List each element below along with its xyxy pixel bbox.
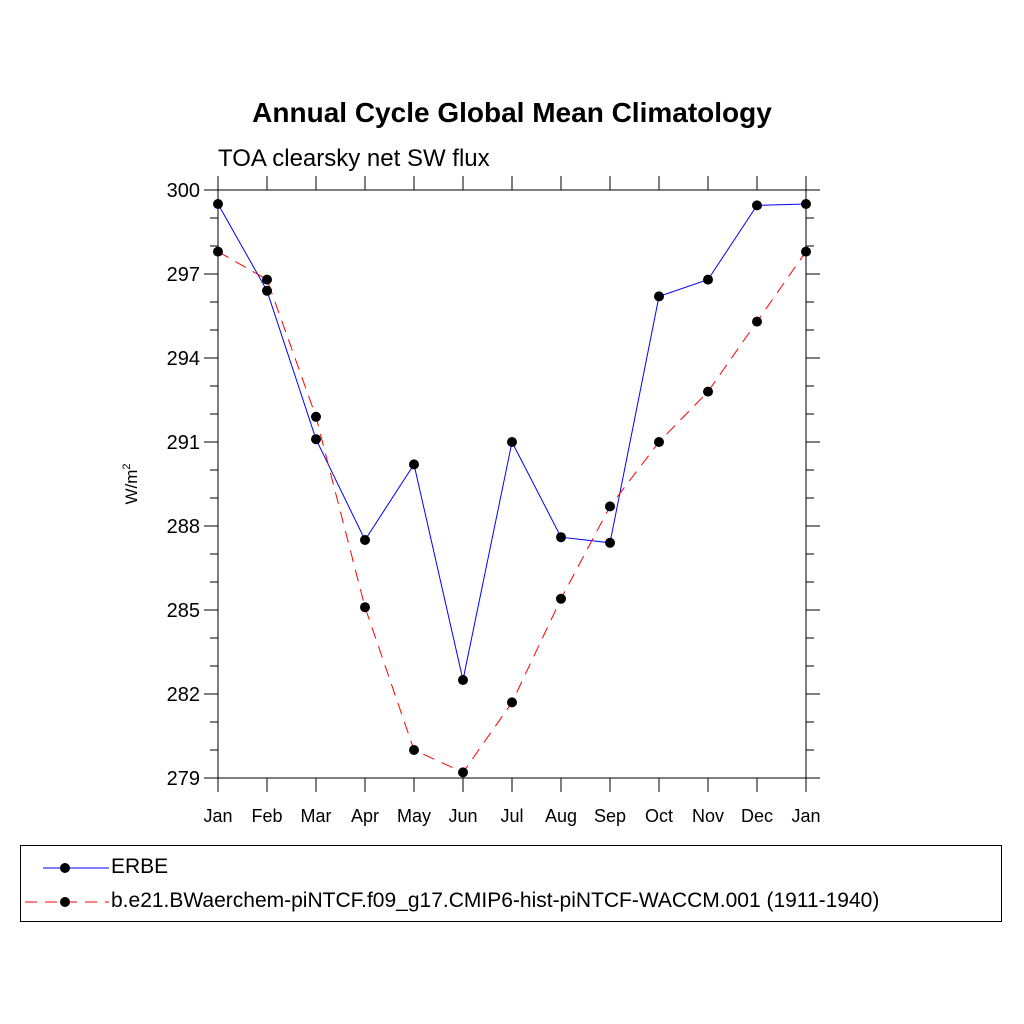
legend-label-erbe: ERBE [111,855,169,878]
x-tick-label: Dec [741,806,773,826]
series-layer [213,199,811,778]
data-point-series-0 [752,200,762,211]
data-point-series-1 [409,745,419,755]
y-tick-label: 294 [167,348,200,370]
x-tick-label: Feb [251,806,282,826]
y-tick-label: 297 [167,264,200,286]
data-point-series-0 [213,199,223,209]
data-point-series-1 [605,501,615,512]
x-tick-label: Jun [448,806,477,826]
y-axis-label-superscript: 2 [121,463,133,469]
x-tick-label: Nov [692,806,724,826]
x-tick-label: Jan [203,806,232,826]
y-tick-label: 279 [167,768,200,790]
data-point-series-1 [801,246,811,257]
y-axis-label-text: W/m [122,470,141,505]
data-point-series-0 [556,532,566,543]
legend-swatch-model [25,897,109,907]
x-tick-label: May [397,806,431,826]
data-point-series-1 [556,593,566,604]
data-point-series-0 [409,459,419,470]
data-point-series-0 [654,291,664,302]
data-point-series-0 [605,537,615,548]
y-tick-label: 291 [167,432,200,454]
data-point-series-1 [507,697,517,708]
data-point-series-1 [752,316,762,327]
legend-marker-model [60,897,70,907]
y-axis-label: W/m2 [121,463,141,504]
data-point-series-0 [458,675,468,685]
data-point-series-0 [703,274,713,285]
data-point-series-1 [703,386,713,397]
y-tick-label: 285 [167,600,200,622]
plot-frame [217,189,807,779]
data-point-series-1 [262,274,272,285]
data-point-series-1 [654,437,664,447]
x-tick-label: Mar [301,806,332,826]
x-tick-label: Jan [791,806,820,826]
legend-swatch-erbe [43,863,109,873]
chart-subtitle: TOA clearsky net SW flux [218,145,490,172]
legend-item-model: b.e21.BWaerchem-piNTCF.f09_g17.CMIP6-his… [21,888,1001,916]
data-point-series-0 [311,434,321,445]
axis-ticks: 279 282 285 288 291 294 297 300 Jan Feb Mar Apr May J… [167,176,821,826]
legend-item-erbe: ERBE [21,854,1001,882]
x-tick-label: Sep [594,806,626,826]
data-point-series-1 [360,602,370,613]
chart-title: Annual Cycle Global Mean Climatology [252,97,772,128]
data-point-series-0 [507,437,517,447]
data-point-series-1 [311,411,321,422]
data-point-series-1 [213,246,223,257]
x-tick-label: Oct [645,806,673,826]
series-line-1 [217,251,807,774]
legend: ERBE b.e21.BWaerchem-piNTCF.f09_g17.CMIP… [20,845,1002,922]
data-point-series-1 [458,767,468,778]
data-point-series-0 [801,199,811,209]
data-point-series-0 [262,285,272,296]
x-tick-label: Jul [500,806,523,826]
legend-label-model: b.e21.BWaerchem-piNTCF.f09_g17.CMIP6-his… [111,889,880,912]
legend-marker-erbe [60,863,70,873]
x-tick-label: Apr [351,806,379,826]
x-tick-label: Aug [545,806,577,826]
y-tick-label: 282 [167,684,200,706]
y-tick-label: 288 [167,516,200,538]
data-point-series-0 [360,535,370,545]
y-tick-label: 300 [167,180,200,202]
